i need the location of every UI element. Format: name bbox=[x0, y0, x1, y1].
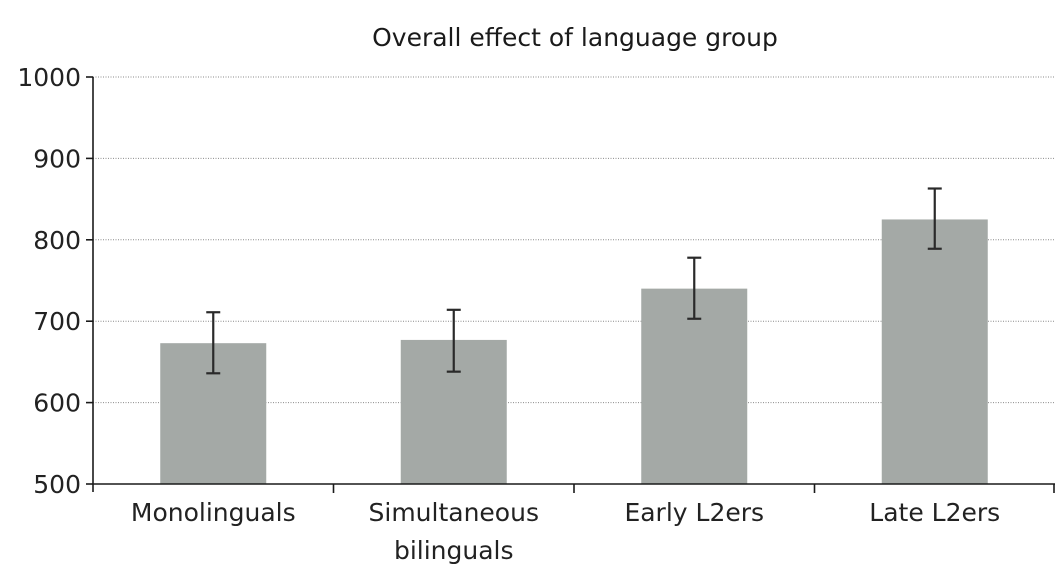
axes bbox=[92, 77, 1055, 493]
category-label-2: Early L2ers bbox=[624, 498, 764, 527]
bar-3 bbox=[881, 219, 988, 484]
y-tick-labels: 500 600 700 800 900 1000 bbox=[17, 63, 93, 499]
chart-title: Overall effect of language group bbox=[372, 23, 778, 52]
error-bar-3 bbox=[927, 187, 942, 250]
error-bar-2 bbox=[687, 256, 702, 320]
category-label-1-line-1: bilinguals bbox=[394, 536, 514, 565]
category-label-0: Monolinguals bbox=[131, 498, 296, 527]
y-tick-label-800: 800 bbox=[33, 226, 81, 255]
y-tick-label-900: 900 bbox=[33, 144, 81, 173]
error-bar-0 bbox=[206, 311, 221, 375]
y-tick-label-1000: 1000 bbox=[17, 63, 81, 92]
bar-2 bbox=[641, 288, 748, 484]
y-tick-label-600: 600 bbox=[33, 389, 81, 418]
bars bbox=[160, 219, 988, 484]
category-label-3: Late L2ers bbox=[869, 498, 1000, 527]
y-tick-label-500: 500 bbox=[33, 470, 81, 499]
category-label-1-line-0: Simultaneous bbox=[369, 498, 539, 527]
error-bars bbox=[206, 187, 942, 375]
error-bar-1 bbox=[446, 308, 461, 373]
category-labels: Monolinguals Simultaneous bilinguals Early … bbox=[131, 498, 1000, 565]
y-tick-label-700: 700 bbox=[33, 307, 81, 336]
